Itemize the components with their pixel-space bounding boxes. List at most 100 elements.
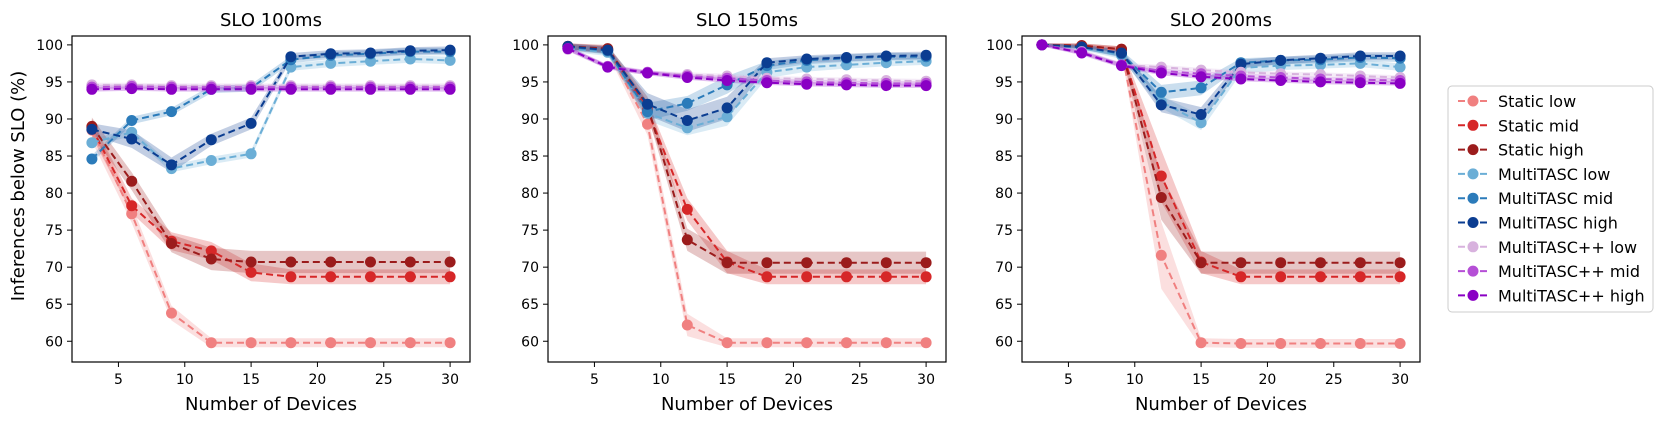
point-multitascpp-high [721,75,733,86]
point-multitasc-high [801,53,813,65]
point-static-high [245,256,257,268]
legend-marker [1467,217,1479,228]
y-tick-label: 90 [45,112,63,128]
point-static-high [1195,257,1207,269]
point-multitascpp-high [1116,60,1127,72]
point-multitasc-high [880,50,892,62]
point-multitasc-low [444,54,456,66]
point-static-high [1315,257,1326,269]
y-tick-label: 80 [995,186,1013,202]
point-multitascpp-high [245,83,257,95]
point-static-low [285,337,297,349]
point-multitascpp-high [325,83,337,95]
point-static-low [1155,249,1167,261]
series-line-multitascpp-high [567,47,927,87]
legend-label: MultiTASC++ high [1498,286,1645,305]
point-multitasc-high [285,51,297,63]
legend-marker [1467,168,1479,180]
point-static-mid [1275,271,1287,283]
point-multitascpp-high [681,72,693,83]
point-static-high [681,234,693,246]
point-multitascpp-high [365,83,376,95]
point-static-low [721,337,733,349]
point-multitascpp-high [166,83,177,95]
x-tick-label: 30 [1391,372,1409,388]
point-multitasc-high [404,45,416,57]
plot-frame [71,35,471,363]
x-tick-label: 20 [1259,372,1277,388]
chart-panel-3: 5 10 15 20 25 30 60 65 70 75 80 85 90 95 100 SLO 200ms N… [986,10,1421,415]
point-static-high [1275,257,1287,269]
legend-marker [1467,192,1479,204]
point-static-low [801,337,813,349]
x-tick-label: 10 [652,372,670,388]
y-tick-label: 80 [521,186,539,202]
series-line-multitascpp-high [1041,43,1401,85]
band-multitasc-mid [567,44,927,121]
legend-label: MultiTASC low [1498,165,1610,184]
point-multitasc-high [1155,99,1167,111]
point-multitasc-high [761,57,773,69]
point-multitasc-high [602,44,614,56]
point-multitasc-low [205,155,217,166]
point-multitasc-high [444,44,456,56]
point-multitasc-low [325,57,337,69]
band-multitasc-low [91,55,451,173]
point-multitascpp-high [1036,39,1048,51]
point-static-mid [365,271,376,283]
point-static-high [444,256,456,268]
series-line-static-high [91,125,451,263]
point-static-mid [285,271,297,283]
point-static-high [285,256,297,268]
point-multitasc-low [1195,117,1207,129]
y-tick-label: 60 [521,334,539,350]
point-static-low [1195,337,1207,349]
point-static-mid [681,203,693,215]
band-multitasc-mid [91,47,451,163]
point-static-low [1354,338,1366,349]
point-multitascpp-high [1354,77,1366,89]
point-static-mid [1354,271,1366,283]
point-static-high [166,238,177,249]
x-tick-label: 5 [1064,372,1073,388]
point-multitascpp-high [1275,75,1287,86]
y-tick-label: 100 [986,38,1013,54]
point-multitasc-high [126,133,138,145]
point-static-mid [761,271,773,283]
point-static-high [1354,257,1366,269]
y-tick-label: 90 [995,112,1013,128]
legend-label: MultiTASC++ low [1498,238,1637,257]
point-static-mid [205,245,217,257]
point-multitascpp-high [920,80,932,92]
point-static-mid [404,271,416,283]
x-tick-label: 25 [1325,372,1343,388]
series-line-multitascpp-high [91,87,451,91]
point-static-mid [325,271,337,283]
point-static-mid [1394,271,1406,283]
point-static-high [1155,192,1167,203]
legend-marker [1467,144,1479,156]
legend-item-static-high: Static high [1458,141,1584,160]
point-static-low [365,337,376,349]
point-multitasc-high [1116,47,1127,59]
point-static-low [166,307,177,319]
legend-box [1447,85,1654,313]
x-axis-label: Number of Devices [1135,394,1307,415]
point-multitascpp-high [1155,67,1167,79]
point-static-low [1315,338,1326,349]
series-line-multitascpp-low [567,48,927,83]
point-multitasc-mid [86,153,98,165]
chart-title: SLO 150ms [696,10,798,31]
series-line-multitasc-high [1041,43,1401,116]
point-multitascpp-high [642,67,653,79]
point-multitasc-mid [166,106,177,118]
legend-label: MultiTASC++ mid [1498,262,1640,281]
point-static-high [404,256,416,268]
point-static-high [880,257,892,269]
point-multitascpp-high [404,83,416,95]
chart-panel-2: 5 10 15 20 25 30 60 65 70 75 80 85 90 95 100 SLO 150ms N… [512,10,947,415]
x-axis-label: Number of Devices [661,394,833,415]
y-tick-label: 95 [45,75,63,91]
legend-label: MultiTASC high [1498,214,1618,233]
series-line-static-mid [91,127,451,278]
